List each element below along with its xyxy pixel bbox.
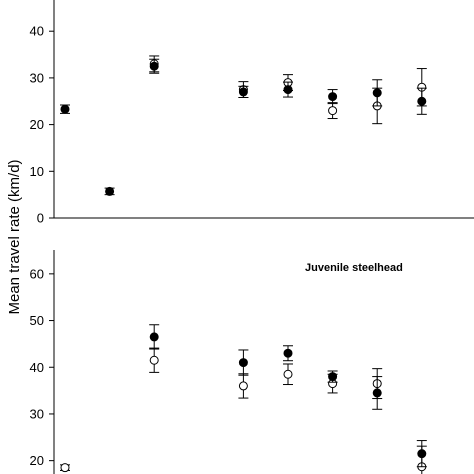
open-circle-marker — [149, 355, 159, 365]
y-tick-label: 40 — [30, 24, 44, 39]
filled-circle-marker — [372, 388, 382, 398]
filled-circle-marker — [149, 332, 159, 342]
filled-point — [372, 79, 383, 107]
open-circle-marker — [283, 369, 293, 379]
open-point — [149, 347, 160, 373]
filled-point — [60, 104, 70, 114]
panel-annotation: Juvenile steelhead — [305, 262, 403, 274]
open-point — [327, 102, 338, 120]
chart-panel-top: 0 10 20 30 40 — [30, 0, 474, 226]
filled-point — [149, 324, 160, 350]
filled-point — [416, 87, 427, 115]
open-circle-marker — [328, 106, 338, 116]
filled-circle-marker — [149, 61, 159, 71]
y-tick-label: 60 — [30, 266, 44, 281]
filled-point — [238, 85, 249, 99]
open-point — [238, 373, 249, 399]
filled-circle-marker — [283, 85, 293, 95]
open-point — [283, 363, 293, 386]
filled-circle-marker — [283, 348, 293, 358]
filled-point — [283, 81, 293, 98]
filled-circle-marker — [238, 358, 248, 368]
y-tick-label: 30 — [30, 70, 44, 85]
filled-circle-marker — [328, 372, 338, 382]
y-axis-title: Mean travel rate (km/d) — [6, 159, 23, 314]
y-tick-label: 20 — [30, 117, 44, 132]
filled-point — [327, 370, 338, 383]
filled-point — [327, 89, 338, 105]
chart-panel-bottom: 20 30 40 50 60 Juvenile steelhead — [30, 250, 427, 474]
filled-circle-marker — [417, 449, 427, 459]
filled-point — [149, 58, 160, 74]
filled-circle-marker — [328, 92, 338, 102]
y-tick-label: 50 — [30, 313, 44, 328]
filled-point — [104, 186, 115, 196]
filled-circle-marker — [238, 87, 248, 97]
filled-point — [283, 345, 293, 362]
y-tick-label: 30 — [30, 406, 44, 421]
y-tick-label: 40 — [30, 360, 44, 375]
open-circle-marker — [238, 381, 248, 391]
filled-circle-marker — [372, 88, 382, 98]
y-tick-label: 0 — [37, 211, 44, 226]
filled-point — [372, 376, 383, 410]
filled-circle-marker — [60, 104, 70, 114]
filled-circle-marker — [105, 186, 115, 196]
filled-point — [416, 440, 427, 468]
open-point — [60, 463, 70, 473]
y-tick-label: 20 — [30, 453, 44, 468]
filled-point — [238, 349, 249, 376]
filled-circle-marker — [417, 96, 427, 106]
y-tick-label: 10 — [30, 164, 44, 179]
open-circle-marker — [60, 463, 70, 473]
